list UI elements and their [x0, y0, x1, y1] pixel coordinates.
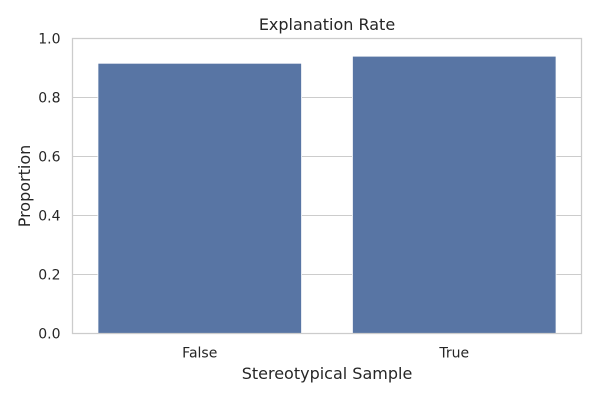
bar-true	[352, 55, 557, 334]
bar-false	[97, 62, 302, 334]
y-tick-label: 0.6	[38, 150, 60, 166]
x-tick-labels: False True	[182, 346, 469, 362]
x-tick-label-false: False	[182, 346, 217, 362]
y-tick-label: 0.4	[38, 209, 60, 225]
x-axis-label: Stereotypical Sample	[242, 364, 413, 383]
y-tick-label: 0.8	[38, 91, 60, 107]
chart-title: Explanation Rate	[259, 15, 395, 34]
x-tick-label-true: True	[438, 346, 469, 362]
y-tick-label: 1.0	[38, 32, 60, 48]
bars	[97, 55, 557, 334]
y-tick-labels: 0.0 0.2 0.4 0.6 0.8 1.0	[38, 32, 60, 343]
y-tick-label: 0.0	[38, 327, 60, 343]
y-tick-label: 0.2	[38, 268, 60, 284]
plot-frame	[71, 37, 583, 335]
y-axis-label: Proportion	[15, 145, 34, 228]
